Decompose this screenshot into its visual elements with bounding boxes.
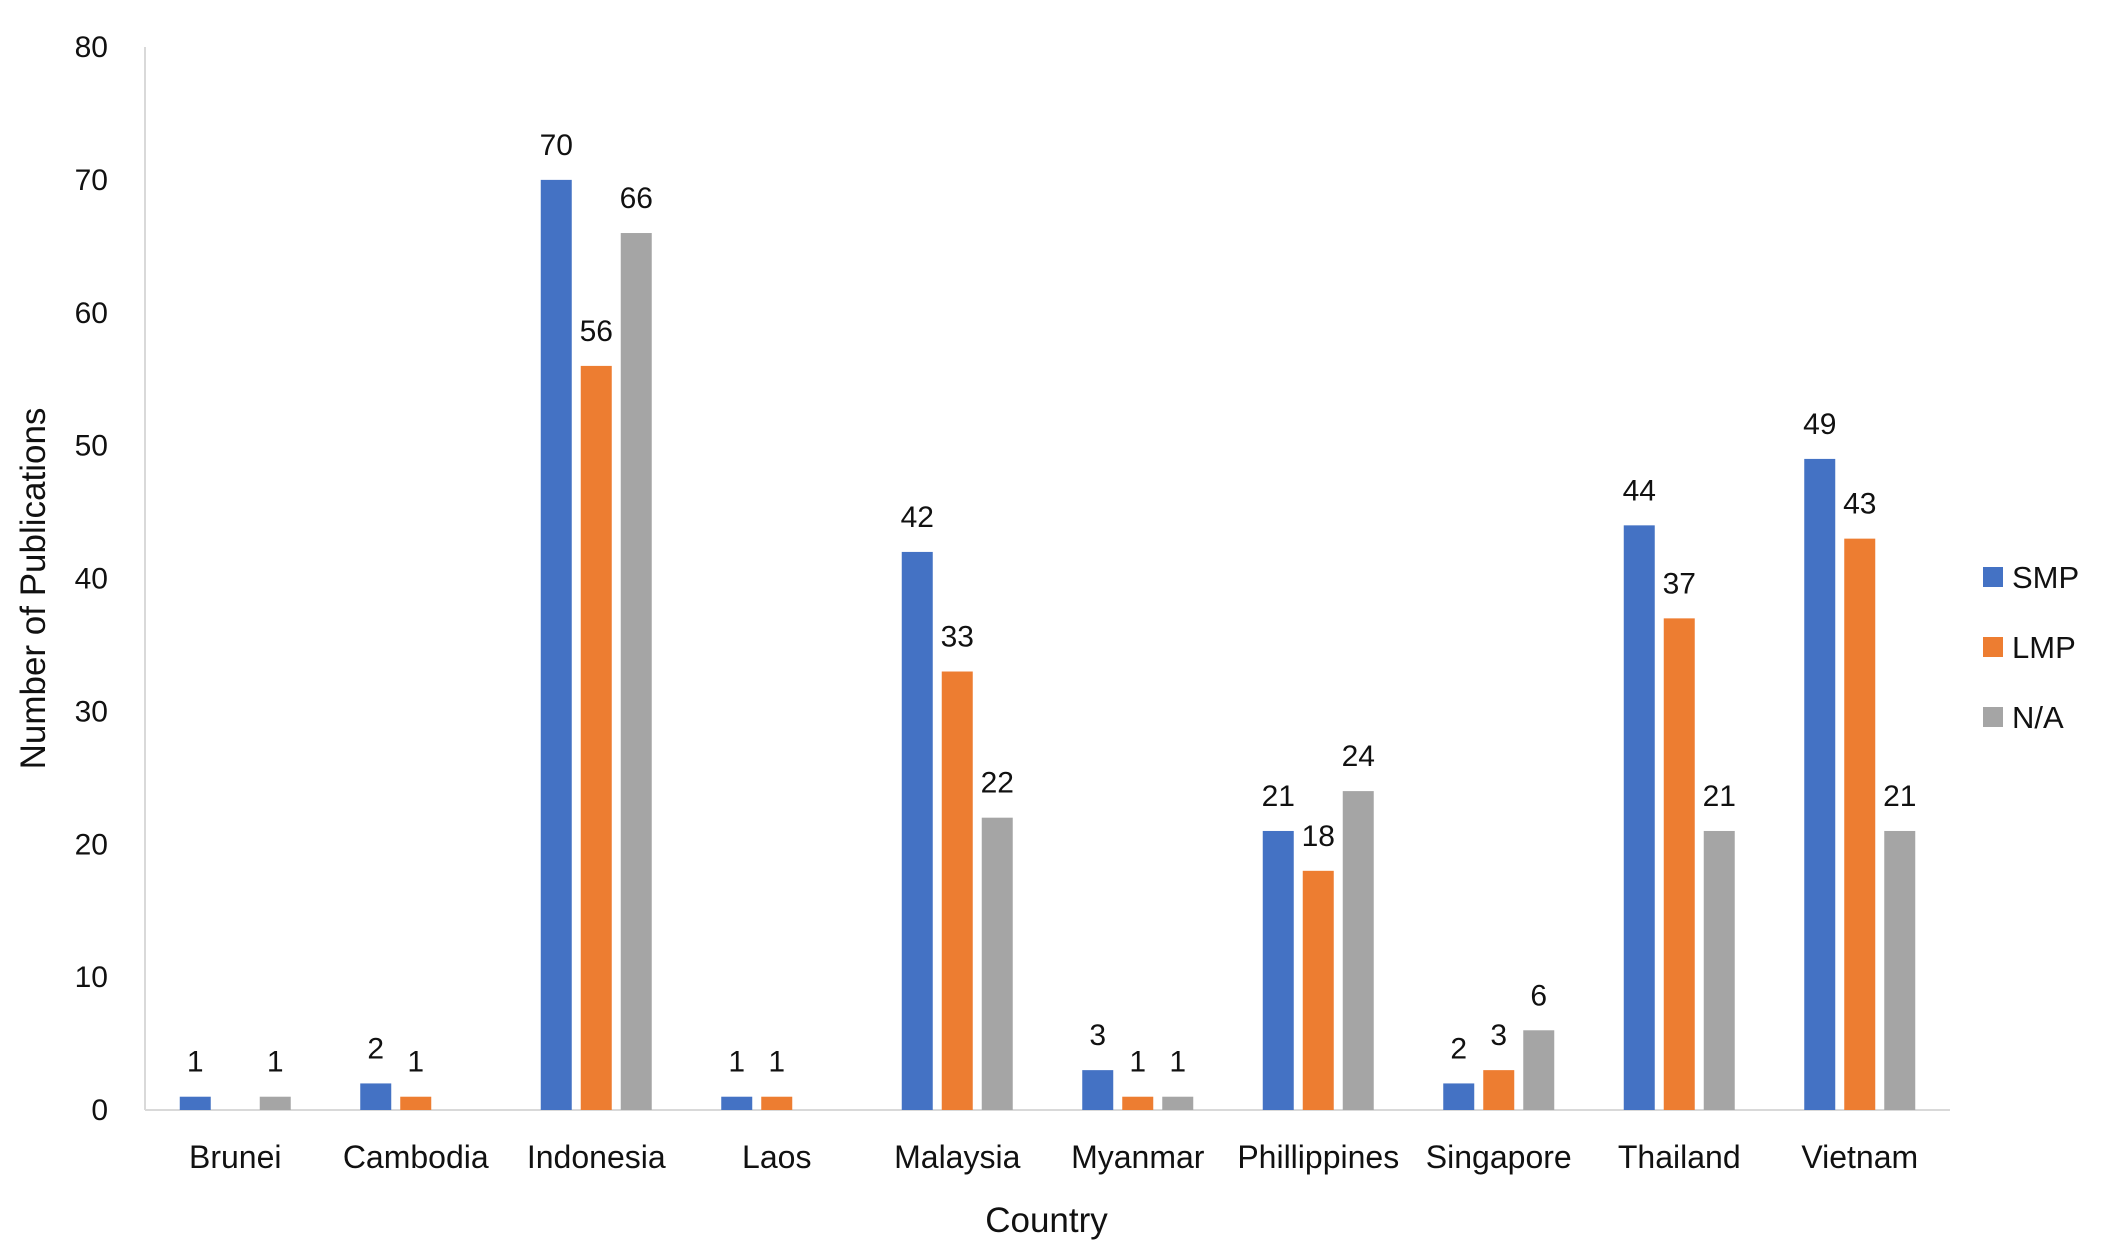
x-tick-label: Indonesia xyxy=(527,1139,666,1175)
bar-na-malaysia xyxy=(981,817,1013,1110)
y-tick-label: 60 xyxy=(75,297,108,330)
data-label: 66 xyxy=(620,182,653,215)
legend-swatch xyxy=(1983,567,2003,587)
bar-smp-thailand xyxy=(1623,525,1655,1110)
bar-lmp-thailand xyxy=(1663,618,1695,1110)
data-label: 1 xyxy=(1169,1046,1186,1079)
data-label: 1 xyxy=(267,1046,284,1079)
data-label: 44 xyxy=(1623,474,1656,507)
data-label: 21 xyxy=(1262,780,1295,813)
data-label: 24 xyxy=(1342,740,1375,773)
x-tick-label: Myanmar xyxy=(1071,1139,1205,1175)
data-label: 18 xyxy=(1302,820,1335,853)
bar-lmp-myanmar xyxy=(1122,1096,1154,1110)
y-axis-title: Number of Publications xyxy=(14,408,53,770)
data-label: 2 xyxy=(367,1032,384,1065)
bar-smp-brunei xyxy=(179,1096,211,1110)
bar-smp-vietnam xyxy=(1804,458,1836,1111)
data-label: 22 xyxy=(981,767,1014,800)
legend-label: SMP xyxy=(2012,560,2079,595)
data-label: 1 xyxy=(1129,1046,1146,1079)
bars xyxy=(179,179,1916,1111)
legend-label: LMP xyxy=(2012,630,2076,665)
legend: SMP LMP N/A xyxy=(1983,560,2079,735)
y-tick-label: 20 xyxy=(75,828,108,861)
bar-lmp-phillippines xyxy=(1302,870,1334,1110)
y-tick-label: 50 xyxy=(75,430,108,463)
bar-na-myanmar xyxy=(1162,1096,1194,1110)
bar-lmp-vietnam xyxy=(1844,538,1876,1110)
data-label: 1 xyxy=(768,1046,785,1079)
x-tick-label: Phillippines xyxy=(1237,1139,1399,1175)
y-tick-label: 10 xyxy=(75,961,108,994)
legend-label: N/A xyxy=(2012,700,2064,735)
bar-smp-malaysia xyxy=(901,551,933,1110)
data-label: 56 xyxy=(580,315,613,348)
x-tick-label: Vietnam xyxy=(1801,1139,1918,1175)
data-label: 37 xyxy=(1663,567,1696,600)
category-labels: Brunei Cambodia Indonesia Laos Malaysia Myanm… xyxy=(189,1139,1918,1175)
y-tick-label: 70 xyxy=(75,164,108,197)
bar-lmp-laos xyxy=(761,1096,793,1110)
x-tick-label: Malaysia xyxy=(894,1139,1020,1175)
data-label: 42 xyxy=(901,501,934,534)
data-label: 70 xyxy=(540,129,573,162)
bar-na-indonesia xyxy=(620,233,652,1110)
bar-smp-singapore xyxy=(1443,1083,1475,1110)
y-tick-label: 0 xyxy=(91,1094,108,1127)
data-label: 6 xyxy=(1530,979,1547,1012)
data-label: 49 xyxy=(1803,408,1836,441)
x-tick-label: Singapore xyxy=(1426,1139,1572,1175)
bar-na-singapore xyxy=(1523,1030,1555,1110)
x-tick-label: Thailand xyxy=(1618,1139,1741,1175)
data-label: 3 xyxy=(1490,1019,1507,1052)
bar-lmp-singapore xyxy=(1483,1070,1515,1110)
data-label: 33 xyxy=(941,621,974,654)
data-label: 43 xyxy=(1843,488,1876,521)
data-label: 3 xyxy=(1089,1019,1106,1052)
x-axis-title: Country xyxy=(985,1201,1108,1240)
y-tick-label: 80 xyxy=(75,31,108,64)
bar-smp-indonesia xyxy=(540,179,572,1110)
bar-na-phillippines xyxy=(1342,791,1374,1110)
data-label: 1 xyxy=(728,1046,745,1079)
y-tick-label: 40 xyxy=(75,563,108,596)
bar-na-thailand xyxy=(1703,830,1735,1110)
data-label: 2 xyxy=(1450,1032,1467,1065)
y-tick-labels: 0 10 20 30 40 50 60 70 80 xyxy=(75,31,108,1127)
bar-na-brunei xyxy=(259,1096,291,1110)
bar-lmp-indonesia xyxy=(580,365,612,1110)
legend-swatch xyxy=(1983,707,2003,727)
data-label: 21 xyxy=(1703,780,1736,813)
x-tick-label: Brunei xyxy=(189,1139,282,1175)
x-tick-label: Laos xyxy=(742,1139,811,1175)
bar-lmp-cambodia xyxy=(400,1096,432,1110)
legend-swatch xyxy=(1983,637,2003,657)
data-label: 21 xyxy=(1883,780,1916,813)
bar-na-vietnam xyxy=(1884,830,1916,1110)
y-tick-label: 30 xyxy=(75,695,108,728)
bar-smp-myanmar xyxy=(1082,1070,1114,1110)
y-axis-title-group: Number of Publications xyxy=(14,408,53,770)
bar-smp-laos xyxy=(721,1096,753,1110)
bar-lmp-malaysia xyxy=(941,671,973,1110)
x-tick-label: Cambodia xyxy=(343,1139,489,1175)
data-label: 1 xyxy=(187,1046,204,1079)
bar-smp-phillippines xyxy=(1262,830,1294,1110)
bar-smp-cambodia xyxy=(360,1083,392,1110)
data-label: 1 xyxy=(407,1046,424,1079)
